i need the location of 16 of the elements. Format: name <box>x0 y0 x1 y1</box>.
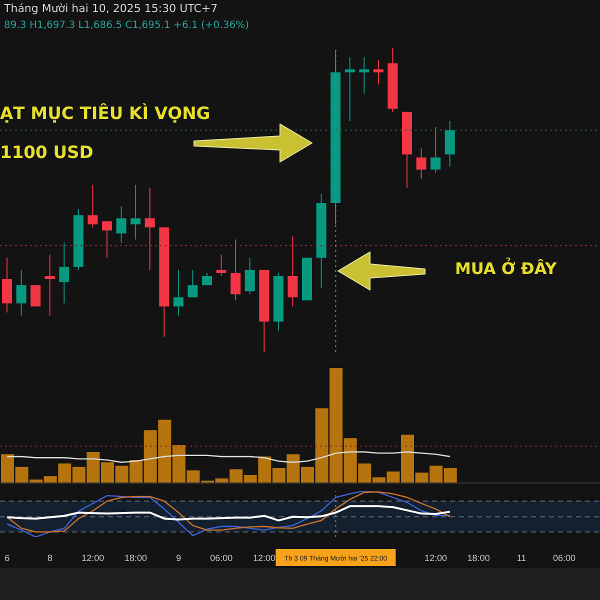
annotation: MUA Ở ĐÂY <box>455 259 557 278</box>
annotation: 1100 USD <box>0 143 94 163</box>
x-tick-label: 9 <box>176 553 182 563</box>
annotation: ẠT MỤC TIÊU KÌ VỌNG <box>0 104 210 124</box>
x-tick-label: 12:00 <box>424 553 447 563</box>
chart-title: Tháng Mười hai 10, 2025 15:30 UTC+7 <box>4 2 218 15</box>
x-tick-label: 18:00 <box>467 553 490 563</box>
x-tick-label: 12:00 <box>82 553 104 563</box>
x-tick-label: 18:00 <box>124 553 147 563</box>
x-tick-label: 06:00 <box>210 553 233 563</box>
x-tick-label: 6 <box>4 553 10 563</box>
x-tick-label: 06:00 <box>553 553 576 563</box>
chart-subtitle: 89.3 H1,697.3 L1,686.5 C1,695.1 +6.1 (+0.36%) <box>4 20 249 31</box>
x-tick-label: 8 <box>47 553 53 563</box>
x-tick-label: 12:00 <box>253 553 276 563</box>
x-tick-label: 11 <box>516 553 526 563</box>
